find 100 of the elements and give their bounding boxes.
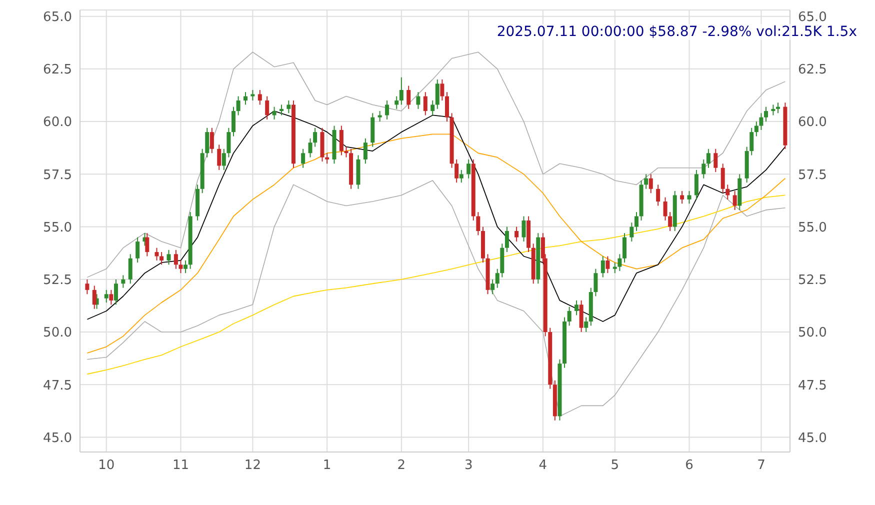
candlestick: [136, 236, 140, 264]
x-tick-label: 3: [464, 458, 473, 474]
y-tick-label: 55.0: [43, 220, 72, 236]
y2-tick-label: 47.5: [798, 378, 827, 394]
candlestick: [668, 212, 672, 232]
candlestick: [606, 256, 610, 274]
candlestick: [618, 254, 622, 272]
x-tick-label: 12: [244, 458, 261, 474]
candlestick: [210, 127, 214, 154]
x-tick-label: 4: [538, 458, 548, 474]
candlestick: [286, 100, 291, 114]
candlestick: [656, 184, 660, 206]
candlestick: [378, 110, 382, 122]
y-tick-label: 45.0: [43, 430, 72, 446]
x-tick-label: 2: [397, 458, 406, 474]
candlestick: [265, 96, 270, 120]
candlestick: [325, 152, 330, 164]
y-tick-label: 62.5: [43, 62, 72, 78]
candlestick: [339, 125, 344, 156]
candlestick: [308, 138, 312, 158]
x-tick-label: 11: [172, 458, 190, 474]
candlestick: [109, 289, 114, 306]
candlestick: [104, 289, 108, 304]
candlestick: [630, 222, 634, 242]
candlestick: [399, 76, 404, 106]
candlestick: [416, 92, 420, 110]
y2-tick-label: 52.5: [798, 273, 827, 288]
candlestick: [344, 146, 348, 158]
line-series: [86, 194, 786, 375]
y2-tick-label: 45.0: [798, 430, 827, 446]
candlestick: [490, 278, 495, 295]
candlestick: [435, 78, 440, 110]
y-tick-label: 52.5: [43, 273, 72, 288]
candlestick: [771, 104, 776, 116]
candlestick: [663, 196, 668, 221]
candlestick: [495, 268, 500, 288]
line-series: [86, 52, 786, 278]
candlestick: [385, 100, 390, 120]
candlestick: [687, 190, 692, 204]
candlestick: [720, 163, 725, 194]
candlestick: [759, 112, 764, 130]
candlestick: [644, 174, 648, 190]
text: 2025.07.11 00:00:00 $58.87 -2.98% vol:21.5K 1.5x: [496, 24, 857, 40]
candlestick: [522, 216, 526, 242]
y2-tick-label: 57.5: [798, 168, 827, 183]
candlestick: [222, 148, 226, 170]
candlestick: [174, 249, 178, 270]
candlestick: [394, 96, 399, 110]
candlestick: [776, 102, 780, 114]
y-tick-label: 47.5: [43, 378, 72, 394]
candlestick: [584, 316, 588, 333]
candlestick: [459, 169, 464, 184]
candlestick: [205, 127, 210, 158]
candlestick: [244, 92, 248, 106]
candlestick: [258, 89, 262, 106]
candlestick: [114, 278, 118, 306]
line-series: [86, 180, 786, 417]
candlestick: [726, 184, 730, 200]
y-tick-label: 57.5: [43, 168, 72, 183]
candlestick: [178, 260, 183, 274]
x-tick-label: 10: [98, 458, 115, 474]
x-tick-label: 6: [685, 458, 694, 474]
candlestick: [444, 92, 449, 122]
candlestick: [128, 254, 132, 284]
candlestick: [732, 190, 737, 210]
candlestick: [612, 262, 617, 274]
candlestick: [226, 127, 231, 158]
x-tick-label: 5: [610, 458, 620, 474]
candlestick: [217, 144, 222, 170]
candlestick: [706, 148, 710, 168]
y2-tick-label: 50.0: [798, 326, 827, 341]
y2-tick-label: 65.0: [798, 10, 827, 25]
candlestick: [145, 232, 150, 257]
candlestick: [579, 300, 584, 333]
y2-tick-label: 60.0: [798, 115, 827, 130]
candlestick: [504, 226, 509, 253]
candlestick: [121, 274, 126, 288]
candlestick: [680, 190, 684, 204]
candlestick: [466, 158, 471, 179]
candlestick: [232, 106, 236, 137]
candlestick: [764, 106, 768, 122]
candlestick: [702, 158, 706, 179]
candlestick: [85, 278, 90, 295]
candlestick: [454, 158, 459, 184]
candlestick: [694, 169, 698, 200]
candlestick: [574, 300, 579, 316]
candlestick: [600, 256, 605, 278]
candlestick: [514, 226, 519, 242]
candlestick: [622, 232, 626, 264]
x-tick-label: 1: [322, 458, 332, 474]
candlestick: [406, 85, 411, 110]
x-tick-label: 7: [757, 458, 766, 474]
candlestick: [154, 247, 159, 261]
candlestick: [236, 96, 240, 116]
candlestick: [166, 249, 171, 266]
candlestick: [750, 127, 754, 156]
candlestick: [430, 100, 435, 116]
candlestick: [313, 127, 318, 148]
candlestick: [476, 212, 480, 236]
y-tick-label: 65.0: [43, 10, 72, 25]
